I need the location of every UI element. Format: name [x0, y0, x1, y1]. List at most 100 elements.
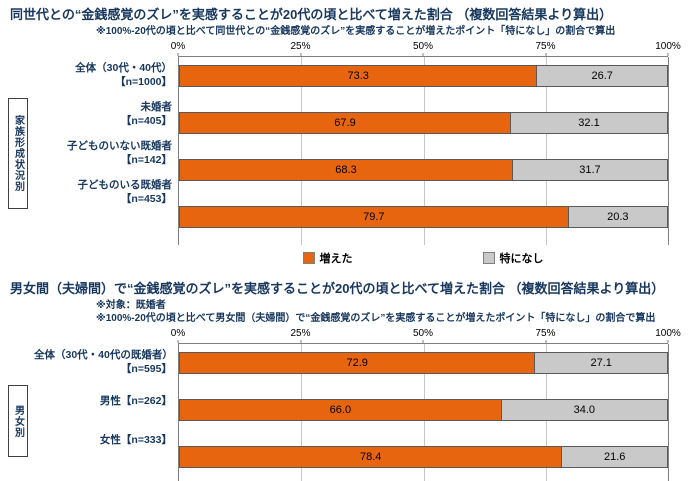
bar-row: 79.7 20.3	[179, 206, 668, 245]
stacked-bar: 67.9 32.1	[179, 112, 668, 134]
bar-value: 27.1	[590, 357, 612, 369]
axis-tick-label: 100%	[655, 328, 681, 339]
legend-item-none: 特になし	[482, 250, 544, 266]
chart-subtitle: ※100%-20代の頃と比べて男女間（夫婦間）で“金銭感覚のズレ”を実感すること…	[96, 313, 656, 324]
legend-label: 増えた	[319, 253, 353, 265]
axis-tick	[422, 53, 424, 56]
axis-tick	[545, 340, 546, 343]
category-n: 【n=405】	[120, 114, 172, 127]
chart-title: 同世代との“金銭感覚のズレ”を実感することが20代の頃と比べて増えた割合 （複数…	[10, 7, 613, 22]
stacked-bar: 73.3 26.7	[179, 65, 668, 87]
chart-same-generation: 同世代との“金銭感覚のズレ”を実感することが20代の頃と比べて増えた割合 （複数…	[8, 6, 690, 266]
category-label: 未婚者 【n=405】	[34, 95, 178, 134]
bar-segment-none: 31.7	[512, 159, 668, 181]
group-label-box: 男女別	[8, 385, 28, 457]
bar-value: 34.0	[573, 404, 596, 416]
axis-tick-label: 50%	[412, 328, 434, 339]
category-n: 【n=1000】	[115, 75, 172, 88]
axis-tick	[667, 53, 669, 56]
stacked-bar: 79.7 20.3	[179, 206, 668, 228]
category-name: 未婚者	[140, 100, 173, 113]
legend-swatch-increase	[302, 252, 315, 264]
category-n: 【n=595】	[120, 362, 172, 375]
category-name: 女性【n=333】	[99, 433, 172, 446]
legend: 増えた 特になし	[178, 250, 668, 266]
stacked-bar: 68.3 31.7	[179, 159, 668, 181]
gridline	[545, 57, 547, 245]
chart-title: 男女間（夫婦間）で“金銭感覚のズレ”を実感することが20代の頃と比べて増えた割合…	[10, 281, 665, 296]
axis-tick	[545, 53, 546, 56]
bar-segment-increase: 79.7	[179, 206, 569, 228]
bar-segment-increase: 72.9	[179, 352, 536, 374]
chart-plot-area: 家族形成状況別 全体（30代・40代） 【n=1000】 未婚者 【n=405】…	[8, 41, 681, 245]
stacked-bar: 78.4 21.6	[179, 446, 668, 468]
bar-value: 32.1	[578, 117, 600, 129]
group-label-box: 家族形成状況別	[8, 98, 28, 209]
category-labels: 全体（30代・40代の既婚者） 【n=595】 男性【n=262】 女性【n=3…	[8, 328, 178, 481]
chart-plot-area: 男女別 全体（30代・40代の既婚者） 【n=595】 男性【n=262】 女性…	[8, 328, 681, 481]
axis-tick-label: 25%	[290, 328, 311, 339]
plot-box: 72.9 27.1 66.0 34.0 78.4	[178, 343, 669, 481]
chart-between-spouses: 男女間（夫婦間）で“金銭感覚のズレ”を実感することが20代の頃と比べて増えた割合…	[8, 280, 690, 481]
axis-tick	[667, 340, 669, 343]
bar-row: 66.0 34.0	[179, 399, 668, 438]
axis-tick-label: 50%	[412, 41, 434, 52]
axis-spacer	[34, 41, 178, 56]
legend-label: 特になし	[499, 253, 544, 265]
bar-row: 67.9 32.1	[179, 112, 668, 151]
axis-tick-label: 100%	[655, 41, 681, 52]
gridline-end	[668, 57, 669, 245]
bar-segment-increase: 66.0	[179, 399, 502, 421]
axis-tick-label: 75%	[535, 328, 556, 339]
category-name: 子どものいない既婚者	[67, 139, 172, 152]
bar-value: 66.0	[329, 404, 352, 416]
axis-tick-label: 0%	[170, 328, 186, 339]
bar-segment-increase: 73.3	[179, 65, 538, 87]
bar-value: 67.9	[334, 117, 356, 129]
legend-swatch-none	[482, 252, 495, 264]
bar-value: 20.3	[607, 211, 629, 223]
bar-row: 73.3 26.7	[179, 65, 668, 104]
bar-segment-none: 20.3	[568, 206, 668, 228]
bar-row: 78.4 21.6	[179, 446, 668, 481]
bar-segment-none: 21.6	[562, 446, 668, 468]
category-label: 子どものいない既婚者 【n=142】	[34, 134, 178, 173]
category-name: 全体（30代・40代の既婚者）	[34, 348, 173, 361]
axis-tick-label: 0%	[170, 41, 186, 52]
chart-subtitle: ※対象：既婚者	[96, 300, 166, 311]
gridline	[423, 57, 425, 245]
legend-item-increase: 増えた	[302, 250, 353, 266]
axis-tick-label: 25%	[290, 41, 311, 52]
bar-value: 72.9	[346, 357, 368, 369]
plot-column: 0% 25% 50% 75% 100%	[171, 41, 681, 245]
bar-segment-none: 34.0	[501, 399, 668, 421]
axis-tick	[177, 53, 179, 56]
category-name: 男性【n=262】	[99, 394, 172, 407]
axis-tick	[422, 340, 424, 343]
category-label: 全体（30代・40代の既婚者） 【n=595】	[34, 343, 178, 382]
category-label: 女性【n=333】	[34, 421, 178, 460]
gridline	[301, 57, 303, 245]
axis-spacer	[34, 328, 178, 343]
bar-segment-none: 26.7	[537, 65, 668, 87]
group-label: 家族形成状況別	[12, 115, 24, 192]
axis-tick	[300, 53, 301, 56]
bar-row: 72.9 27.1	[179, 352, 668, 391]
bar-value: 31.7	[579, 164, 601, 176]
category-n: 【n=142】	[120, 153, 172, 166]
bar-value: 78.4	[359, 451, 382, 463]
chart-subtitle: ※100%-20代の頃と比べて同世代との“金銭感覚のズレ”を実感することが増えた…	[96, 26, 616, 37]
bar-segment-none: 32.1	[511, 112, 668, 134]
x-axis: 0% 25% 50% 75% 100%	[171, 328, 681, 343]
category-labels: 全体（30代・40代） 【n=1000】 未婚者 【n=405】 子どものいない…	[8, 41, 178, 245]
stacked-bar: 66.0 34.0	[179, 399, 668, 421]
bar-segment-increase: 68.3	[179, 159, 513, 181]
category-label: 子どものいる既婚者 【n=453】	[34, 173, 178, 212]
bar-segment-increase: 67.9	[179, 112, 512, 134]
bar-segment-increase: 78.4	[179, 446, 563, 468]
category-label: 男性【n=262】	[34, 382, 178, 421]
plot-box: 73.3 26.7 67.9 32.1 68.3	[178, 56, 669, 245]
stacked-bar: 72.9 27.1	[179, 352, 668, 374]
bar-value: 26.7	[591, 70, 613, 82]
axis-tick-label: 75%	[535, 41, 556, 52]
